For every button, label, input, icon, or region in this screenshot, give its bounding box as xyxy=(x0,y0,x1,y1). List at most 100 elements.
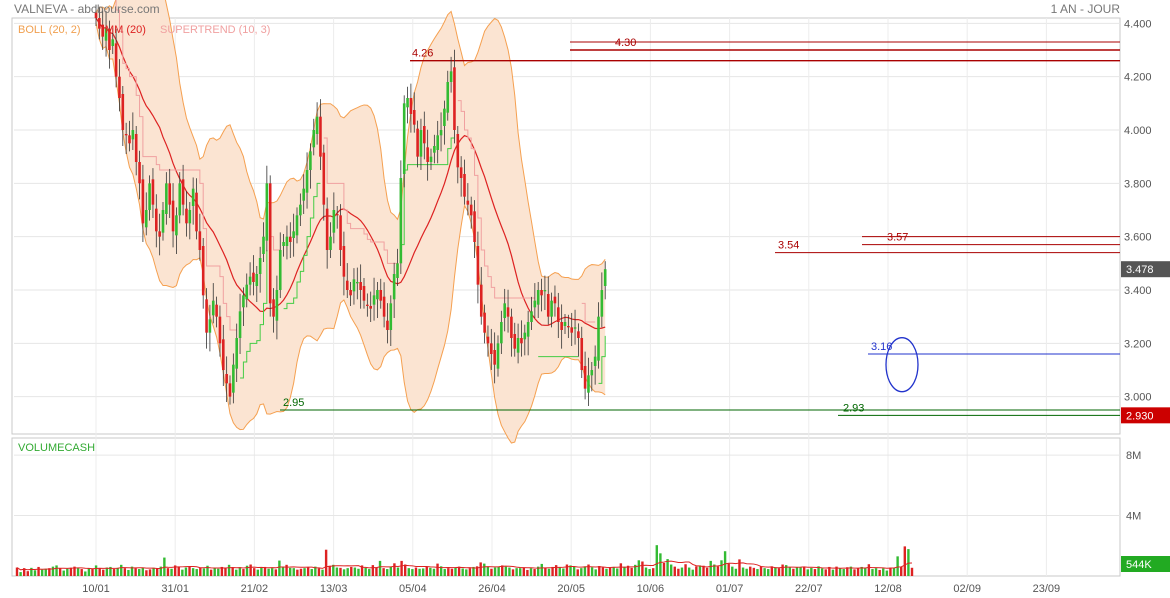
volume-bar xyxy=(263,566,267,576)
volume-bar xyxy=(238,567,242,576)
volume-bar xyxy=(191,568,195,576)
chart-title: VALNEVA - abcbourse.com xyxy=(14,2,160,16)
volume-bar xyxy=(159,566,162,576)
volume-bar xyxy=(360,565,364,576)
volume-bar xyxy=(810,567,813,576)
candle-body xyxy=(406,98,409,108)
volume-bar xyxy=(562,568,565,576)
candle-body xyxy=(325,208,329,250)
volume-bar xyxy=(659,553,662,576)
supertrend-line xyxy=(240,250,268,379)
candle-body xyxy=(392,274,396,300)
volume-bar xyxy=(220,566,224,576)
volume-bar xyxy=(123,568,127,576)
volume-bar xyxy=(206,565,209,576)
level-label: 4.30 xyxy=(615,37,636,49)
volume-bar xyxy=(608,567,612,576)
legend-mm: MM (20) xyxy=(105,24,146,36)
x-tick-label: 22/07 xyxy=(795,583,823,595)
candle-body xyxy=(342,246,346,277)
volume-bar xyxy=(357,568,360,576)
volume-bar xyxy=(346,568,349,576)
level-label: 4.26 xyxy=(412,48,433,60)
volume-bar xyxy=(418,568,421,576)
candle-body xyxy=(567,326,570,328)
volume-bar xyxy=(554,565,558,576)
candle-body xyxy=(376,290,379,300)
volume-bar xyxy=(177,566,180,576)
volume-bar xyxy=(483,563,486,576)
candle-body xyxy=(426,147,429,162)
volume-bar xyxy=(102,569,105,576)
candle-body xyxy=(386,320,389,330)
volume-bar xyxy=(738,559,741,576)
volume-bar xyxy=(465,569,468,576)
volume-bar xyxy=(73,566,76,576)
candle-body xyxy=(543,290,547,292)
last-price-tag-text: 3.478 xyxy=(1126,264,1154,276)
candle-body xyxy=(490,343,493,354)
volume-bar xyxy=(199,567,202,576)
volume-bar xyxy=(155,568,159,576)
volume-bar xyxy=(698,565,702,576)
volume-bar xyxy=(429,567,432,576)
volume-bar xyxy=(540,563,543,576)
candle-body xyxy=(278,250,282,290)
volume-bar xyxy=(792,568,795,576)
volume-bar xyxy=(864,567,867,576)
level-label: 3.16 xyxy=(871,341,892,353)
candle-body xyxy=(235,338,238,369)
candle-body xyxy=(151,179,155,205)
volume-bar xyxy=(69,567,73,576)
candle-body xyxy=(155,208,158,232)
volume-bar xyxy=(630,567,633,576)
candle-body xyxy=(356,282,359,284)
volume-bar xyxy=(396,567,400,576)
volume-bar xyxy=(673,566,676,576)
volume-bar xyxy=(436,563,439,576)
candle-body xyxy=(593,356,597,366)
candle-body xyxy=(138,162,141,184)
y-tick-label: 3.800 xyxy=(1124,178,1152,190)
volume-bar xyxy=(134,568,137,576)
candle-body xyxy=(577,331,580,338)
supertrend-line xyxy=(457,100,535,299)
support-price-tag-text: 2.930 xyxy=(1126,410,1154,422)
volume-bar xyxy=(76,568,80,576)
candle-body xyxy=(573,327,577,329)
volume-bar xyxy=(644,567,648,576)
price-panel-frame xyxy=(11,17,1121,435)
volume-bar xyxy=(874,568,878,576)
volume-tick-label: 8M xyxy=(1126,450,1141,462)
volume-bar xyxy=(666,559,669,576)
candle-body xyxy=(232,364,235,393)
supertrend-line xyxy=(323,137,398,264)
volume-bar xyxy=(522,567,526,576)
volume-bar xyxy=(634,564,637,576)
candle-body xyxy=(402,103,406,174)
candle-body xyxy=(335,214,339,216)
supertrend-line xyxy=(598,335,606,384)
candle-body xyxy=(550,300,553,317)
volume-bar xyxy=(691,569,694,576)
volume-bar xyxy=(587,564,590,576)
candle-body xyxy=(205,299,208,333)
candle-body xyxy=(168,183,171,205)
volume-bar xyxy=(450,568,454,576)
candle-body xyxy=(423,126,426,144)
candle-body xyxy=(503,303,506,318)
volume-bar xyxy=(335,567,339,576)
candle-body xyxy=(523,332,527,340)
volume-bar xyxy=(551,566,554,576)
volume-bar xyxy=(835,566,838,576)
volume-bar xyxy=(127,569,130,576)
price-levels: 4.26 4.30 3.54 3.57 2.95 2.93 3.16 xyxy=(280,37,1120,416)
volume-bar xyxy=(547,568,551,576)
candle-body xyxy=(268,183,272,304)
candle-body xyxy=(165,183,168,214)
candle-body xyxy=(345,280,349,290)
candle-body xyxy=(111,39,115,46)
candle-body xyxy=(476,246,480,285)
volume-bar xyxy=(375,567,378,576)
